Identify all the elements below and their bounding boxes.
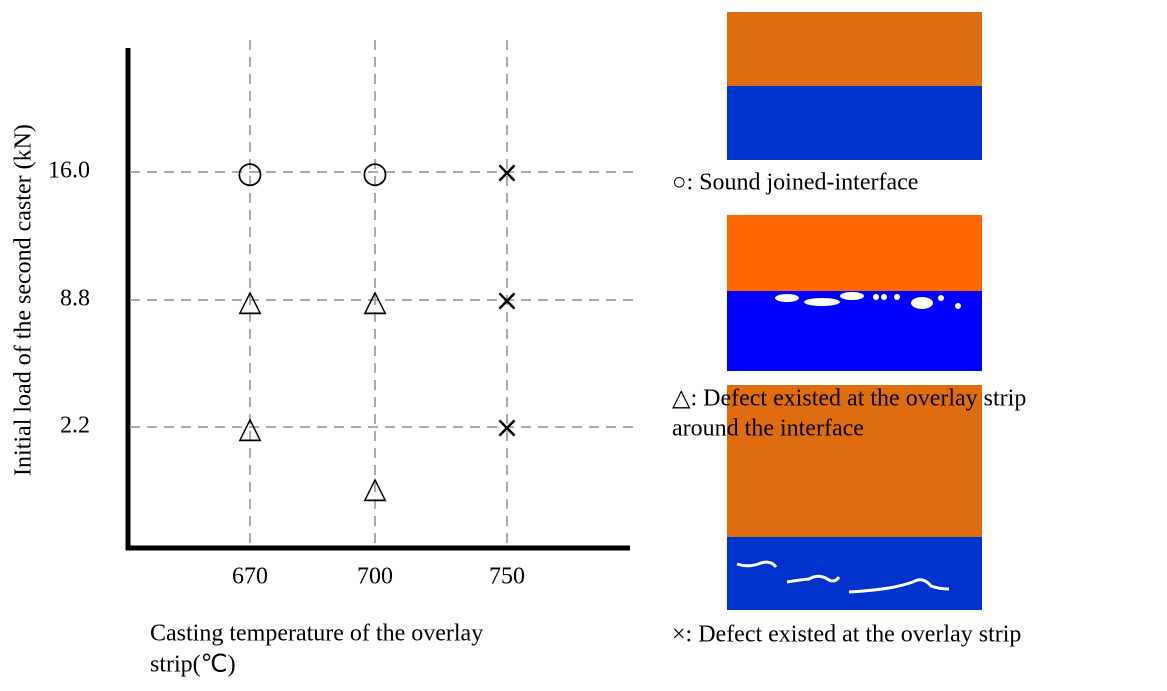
y-tick-label: 2.2	[60, 413, 90, 439]
legend-caption: ○: Sound joined-interface	[672, 170, 918, 196]
overlay-layer	[727, 215, 982, 291]
overlay-layer	[727, 12, 982, 86]
result-marker: △	[238, 411, 261, 446]
x-axis-title: Casting temperature of the overlay	[150, 621, 483, 647]
base-layer	[727, 537, 982, 610]
result-marker: △	[238, 284, 261, 319]
illustrations	[727, 12, 982, 610]
y-axis-title: Initial load of the second caster (kN)	[11, 124, 37, 476]
pores	[775, 292, 961, 309]
result-marker: △	[363, 471, 386, 506]
base-layer	[727, 86, 982, 160]
overlay-layer	[727, 385, 982, 537]
legend-caption: around the interface	[672, 416, 864, 442]
base-layer	[727, 291, 982, 371]
x-tick-label: 670	[232, 564, 268, 590]
result-marker: ×	[494, 284, 519, 319]
result-marker: ×	[494, 411, 519, 446]
cracks	[736, 560, 950, 594]
legend-caption: ×: Defect existed at the overlay strip	[672, 622, 1021, 648]
x-axis-title: strip(℃)	[150, 652, 236, 678]
result-marker: ×	[494, 156, 519, 191]
y-tick-label: 8.8	[60, 286, 90, 312]
legend-caption: △: Defect existed at the overlay strip	[672, 386, 1026, 412]
result-marker: ○	[237, 156, 263, 191]
result-marker: △	[363, 284, 386, 319]
x-tick-label: 700	[357, 564, 393, 590]
result-marker: ○	[362, 156, 388, 191]
y-tick-label: 16.0	[48, 158, 90, 184]
x-tick-label: 750	[489, 564, 525, 590]
